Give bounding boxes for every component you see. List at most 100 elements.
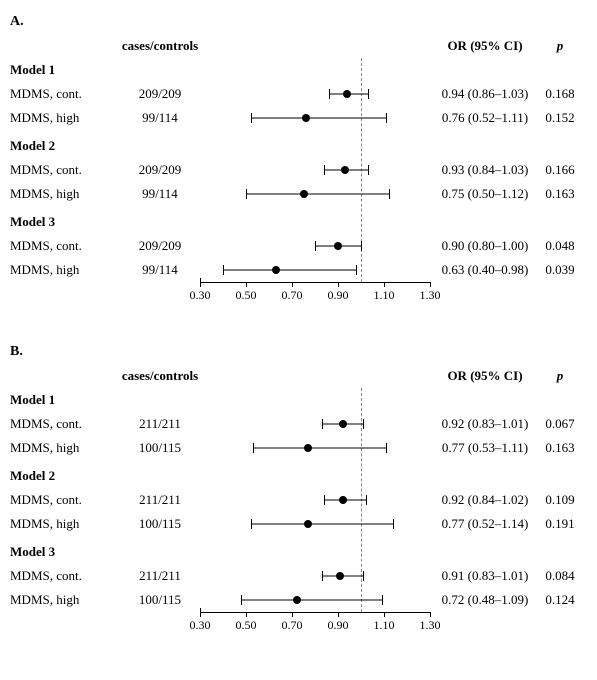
row-label: MDMS, high	[10, 186, 120, 202]
axis-tick-label: 0.90	[328, 288, 349, 303]
or-ci-value: 0.91 (0.83–1.01)	[430, 568, 540, 584]
model-label: Model 3	[10, 544, 120, 560]
row-label: MDMS, high	[10, 262, 120, 278]
row-label: MDMS, cont.	[10, 86, 120, 102]
p-value: 0.067	[540, 416, 580, 432]
model-label: Model 1	[10, 392, 120, 408]
axis-tick-label: 0.90	[328, 618, 349, 633]
p-value: 0.152	[540, 110, 580, 126]
p-value: 0.191	[540, 516, 580, 532]
plot-region: Model 1MDMS, cont.211/2110.92 (0.83–1.01…	[10, 388, 587, 612]
panel-letter: B.	[10, 344, 120, 360]
p-value: 0.163	[540, 186, 580, 202]
row-label: MDMS, cont.	[10, 492, 120, 508]
col-or: OR (95% CI)	[430, 38, 540, 54]
p-value: 0.084	[540, 568, 580, 584]
forest-row: MDMS, cont.209/209 0.90 (0.80–1.00)0.048	[10, 234, 587, 258]
p-value: 0.168	[540, 86, 580, 102]
forest-panel: B.cases/controls OR (95% CI)p Model 1 MDMS,…	[10, 340, 587, 642]
model-label: Model 3	[10, 214, 120, 230]
or-ci-value: 0.93 (0.84–1.03)	[430, 162, 540, 178]
forest-row: MDMS, high99/114 0.63 (0.40–0.98)0.039	[10, 258, 587, 282]
col-cases-controls: cases/controls	[120, 38, 200, 54]
axis-tick-label: 0.70	[282, 288, 303, 303]
forest-row: MDMS, cont.209/2090.93 (0.84–1.03)0.166	[10, 158, 587, 182]
cases-controls-value: 209/209	[120, 238, 200, 254]
row-label: MDMS, high	[10, 592, 120, 608]
column-header-row: cases/controls OR (95% CI)p	[10, 34, 587, 58]
forest-marker	[200, 588, 430, 612]
forest-row: MDMS, high100/115 0.77 (0.52–1.14)0.191	[10, 512, 587, 536]
forest-marker	[200, 488, 430, 512]
row-label: MDMS, high	[10, 516, 120, 532]
forest-row: MDMS, high99/114 0.76 (0.52–1.11)0.152	[10, 106, 587, 130]
or-ci-value: 0.76 (0.52–1.11)	[430, 110, 540, 126]
or-ci-value: 0.75 (0.50–1.12)	[430, 186, 540, 202]
axis-tick-label: 1.10	[374, 618, 395, 633]
row-label: MDMS, high	[10, 440, 120, 456]
or-ci-value: 0.72 (0.48–1.09)	[430, 592, 540, 608]
or-ci-value: 0.94 (0.86–1.03)	[430, 86, 540, 102]
axis-tick-label: 0.30	[190, 288, 211, 303]
axis-tick-label: 0.70	[282, 618, 303, 633]
cases-controls-value: 99/114	[120, 262, 200, 278]
row-label: MDMS, high	[10, 110, 120, 126]
col-or: OR (95% CI)	[430, 368, 540, 384]
cases-controls-value: 100/115	[120, 516, 200, 532]
p-value: 0.039	[540, 262, 580, 278]
forest-row: MDMS, high99/114 0.75 (0.50–1.12)0.163	[10, 182, 587, 206]
row-label: MDMS, cont.	[10, 162, 120, 178]
forest-panel: A.cases/controlsOR (95% CI)pModel 1MDMS,…	[10, 10, 587, 312]
cases-controls-value: 209/209	[120, 162, 200, 178]
cases-controls-value: 211/211	[120, 568, 200, 584]
col-cases-controls: cases/controls	[120, 368, 200, 384]
col-p: p	[540, 38, 580, 54]
forest-row: MDMS, cont.211/211 0.92 (0.83–1.01)0.067	[10, 412, 587, 436]
p-value: 0.124	[540, 592, 580, 608]
column-header-row: cases/controls OR (95% CI)p	[10, 364, 587, 388]
cases-controls-value: 99/114	[120, 186, 200, 202]
cases-controls-value: 100/115	[120, 592, 200, 608]
model-label: Model 2	[10, 468, 120, 484]
or-ci-value: 0.77 (0.52–1.14)	[430, 516, 540, 532]
forest-marker	[200, 82, 430, 106]
model-label: Model 2	[10, 138, 120, 154]
forest-row: MDMS, high100/115 0.72 (0.48–1.09)0.124	[10, 588, 587, 612]
forest-marker	[200, 234, 430, 258]
or-ci-value: 0.77 (0.53–1.11)	[430, 440, 540, 456]
forest-row: MDMS, cont.211/211 0.91 (0.83–1.01)0.084	[10, 564, 587, 588]
axis-tick-label: 0.30	[190, 618, 211, 633]
x-axis: 0.300.500.700.901.101.30	[200, 612, 430, 642]
plot-region: Model 1MDMS, cont.209/2090.94 (0.86–1.03…	[10, 58, 587, 282]
x-axis: 0.300.500.700.901.101.30	[200, 282, 430, 312]
forest-marker	[200, 412, 430, 436]
forest-marker	[200, 182, 430, 206]
col-p: p	[540, 368, 580, 384]
forest-marker	[200, 258, 430, 282]
row-label: MDMS, cont.	[10, 416, 120, 432]
forest-marker	[200, 512, 430, 536]
forest-marker	[200, 158, 430, 182]
p-value: 0.048	[540, 238, 580, 254]
p-value: 0.163	[540, 440, 580, 456]
cases-controls-value: 211/211	[120, 492, 200, 508]
row-label: MDMS, cont.	[10, 568, 120, 584]
axis-tick-label: 0.50	[236, 618, 257, 633]
axis-tick-label: 0.50	[236, 288, 257, 303]
forest-marker	[200, 564, 430, 588]
row-label: MDMS, cont.	[10, 238, 120, 254]
forest-row: MDMS, cont.209/209 0.94 (0.86–1.03)0.168	[10, 82, 587, 106]
forest-marker	[200, 106, 430, 130]
axis-tick-label: 1.30	[420, 618, 441, 633]
or-ci-value: 0.92 (0.83–1.01)	[430, 416, 540, 432]
or-ci-value: 0.90 (0.80–1.00)	[430, 238, 540, 254]
cases-controls-value: 209/209	[120, 86, 200, 102]
axis-tick-label: 1.30	[420, 288, 441, 303]
cases-controls-value: 211/211	[120, 416, 200, 432]
model-label: Model 1	[10, 62, 120, 78]
forest-marker	[200, 436, 430, 460]
cases-controls-value: 99/114	[120, 110, 200, 126]
p-value: 0.109	[540, 492, 580, 508]
or-ci-value: 0.63 (0.40–0.98)	[430, 262, 540, 278]
or-ci-value: 0.92 (0.84–1.02)	[430, 492, 540, 508]
